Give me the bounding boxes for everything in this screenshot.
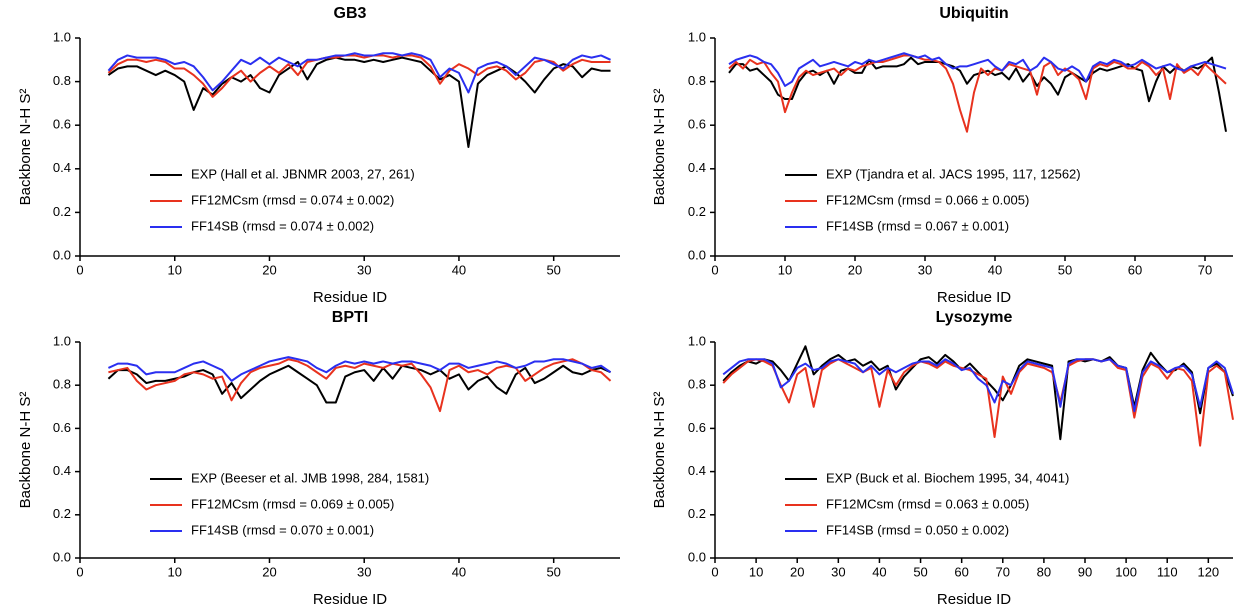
x-tick-label: 10 xyxy=(749,564,763,579)
legend-label: EXP (Tjandra et al. JACS 1995, 117, 1256… xyxy=(826,166,1081,181)
chart-title: Lysozyme xyxy=(936,309,1013,326)
data-line xyxy=(728,54,1227,133)
x-axis-label: Residue ID xyxy=(937,591,1011,608)
y-tick-label: 0.0 xyxy=(53,549,71,564)
legend-label: FF14SB (rmsd = 0.050 ± 0.002) xyxy=(826,522,1009,537)
x-tick-label: 50 xyxy=(546,564,560,579)
legend-label: FF12MCsm (rmsd = 0.069 ± 0.005) xyxy=(191,496,394,511)
y-tick-label: 0.6 xyxy=(53,420,71,435)
y-tick-label: 0.4 xyxy=(688,463,706,478)
x-tick-label: 20 xyxy=(790,564,804,579)
x-tick-label: 50 xyxy=(1058,262,1072,277)
x-tick-label: 40 xyxy=(452,262,466,277)
data-line xyxy=(107,364,611,404)
chart-panel: BPTI Residue ID Backbone N-H S² 0.0 0.2 0.4 0.… xyxy=(17,309,620,608)
legend-label: FF12MCsm (rmsd = 0.074 ± 0.002) xyxy=(191,192,394,207)
y-tick-label: 0.8 xyxy=(688,377,706,392)
x-tick-label: 20 xyxy=(262,262,276,277)
y-tick-label: 1.0 xyxy=(688,29,706,44)
x-tick-label: 0 xyxy=(711,564,718,579)
legend-label: EXP (Hall et al. JBNMR 2003, 27, 261) xyxy=(191,166,415,181)
x-tick-label: 0 xyxy=(711,262,718,277)
y-tick-label: 0.6 xyxy=(688,117,706,132)
y-tick-label: 0.8 xyxy=(688,73,706,88)
x-tick-label: 0 xyxy=(76,564,83,579)
data-line xyxy=(108,356,612,382)
x-tick-label: 30 xyxy=(831,564,845,579)
y-tick-label: 0.2 xyxy=(688,204,706,219)
y-tick-label: 0.0 xyxy=(688,247,706,262)
x-axis-label: Residue ID xyxy=(937,289,1011,306)
x-tick-label: 100 xyxy=(1115,564,1137,579)
legend-label: FF14SB (rmsd = 0.067 ± 0.001) xyxy=(826,218,1009,233)
x-tick-label: 10 xyxy=(778,262,792,277)
data-line xyxy=(728,56,1227,132)
data-line xyxy=(107,54,611,98)
data-line xyxy=(728,52,1227,87)
x-tick-label: 110 xyxy=(1157,564,1178,579)
x-tick-label: 20 xyxy=(262,564,276,579)
x-tick-label: 10 xyxy=(168,564,182,579)
legend-label: FF12MCsm (rmsd = 0.066 ± 0.005) xyxy=(826,192,1029,207)
y-tick-label: 0.6 xyxy=(53,117,71,132)
x-tick-label: 70 xyxy=(996,564,1010,579)
x-tick-label: 50 xyxy=(546,262,560,277)
x-tick-label: 20 xyxy=(848,262,862,277)
data-line xyxy=(722,358,1234,413)
y-tick-label: 1.0 xyxy=(688,333,706,348)
y-tick-label: 1.0 xyxy=(53,29,71,44)
legend-label: EXP (Beeser et al. JMB 1998, 284, 1581) xyxy=(191,470,429,485)
legend-label: EXP (Buck et al. Biochem 1995, 34, 4041) xyxy=(826,470,1069,485)
data-line xyxy=(107,56,611,148)
x-tick-label: 30 xyxy=(357,262,371,277)
y-tick-label: 0.2 xyxy=(53,204,71,219)
x-tick-label: 40 xyxy=(872,564,886,579)
y-tick-label: 1.0 xyxy=(53,333,71,348)
y-tick-label: 0.0 xyxy=(688,549,706,564)
x-tick-label: 10 xyxy=(168,262,182,277)
x-tick-label: 120 xyxy=(1197,564,1219,579)
x-tick-label: 60 xyxy=(954,564,968,579)
x-tick-label: 40 xyxy=(452,564,466,579)
data-line xyxy=(107,52,611,94)
x-tick-label: 90 xyxy=(1078,564,1092,579)
y-axis-label: Backbone N-H S² xyxy=(651,89,668,206)
x-axis-label: Residue ID xyxy=(313,591,387,608)
x-tick-label: 50 xyxy=(913,564,927,579)
y-tick-label: 0.4 xyxy=(688,160,706,175)
y-axis-label: Backbone N-H S² xyxy=(651,392,668,509)
chart-title: Ubiquitin xyxy=(939,5,1008,22)
y-tick-label: 0.2 xyxy=(53,506,71,521)
x-axis-label: Residue ID xyxy=(313,289,387,306)
legend-label: FF12MCsm (rmsd = 0.063 ± 0.005) xyxy=(826,496,1029,511)
x-tick-label: 60 xyxy=(1128,262,1142,277)
y-tick-label: 0.8 xyxy=(53,377,71,392)
chart-panel: GB3 Residue ID Backbone N-H S² 0.0 0.2 0.4 0.6… xyxy=(17,5,620,306)
x-tick-label: 80 xyxy=(1037,564,1051,579)
y-tick-label: 0.4 xyxy=(53,160,71,175)
data-line xyxy=(722,358,1234,447)
legend-label: FF14SB (rmsd = 0.070 ± 0.001) xyxy=(191,522,374,537)
x-tick-label: 30 xyxy=(918,262,932,277)
chart-panel: Lysozyme Residue ID Backbone N-H S² 0.0 0.2 0… xyxy=(651,309,1234,608)
data-line xyxy=(108,358,612,413)
y-tick-label: 0.4 xyxy=(53,463,71,478)
x-tick-label: 0 xyxy=(76,262,83,277)
x-tick-label: 70 xyxy=(1198,262,1212,277)
y-tick-label: 0.0 xyxy=(53,247,71,262)
y-tick-label: 0.6 xyxy=(688,420,706,435)
y-axis-label: Backbone N-H S² xyxy=(17,392,34,509)
y-tick-label: 0.2 xyxy=(688,506,706,521)
x-tick-label: 30 xyxy=(357,564,371,579)
y-axis-label: Backbone N-H S² xyxy=(17,89,34,206)
legend-label: FF14SB (rmsd = 0.074 ± 0.002) xyxy=(191,218,374,233)
chart-panel: Ubiquitin Residue ID Backbone N-H S² 0.0 0.2… xyxy=(651,5,1233,306)
chart-title: GB3 xyxy=(334,5,367,22)
data-line xyxy=(722,345,1234,441)
y-tick-label: 0.8 xyxy=(53,73,71,88)
chart-title: BPTI xyxy=(332,309,368,326)
x-tick-label: 40 xyxy=(988,262,1002,277)
